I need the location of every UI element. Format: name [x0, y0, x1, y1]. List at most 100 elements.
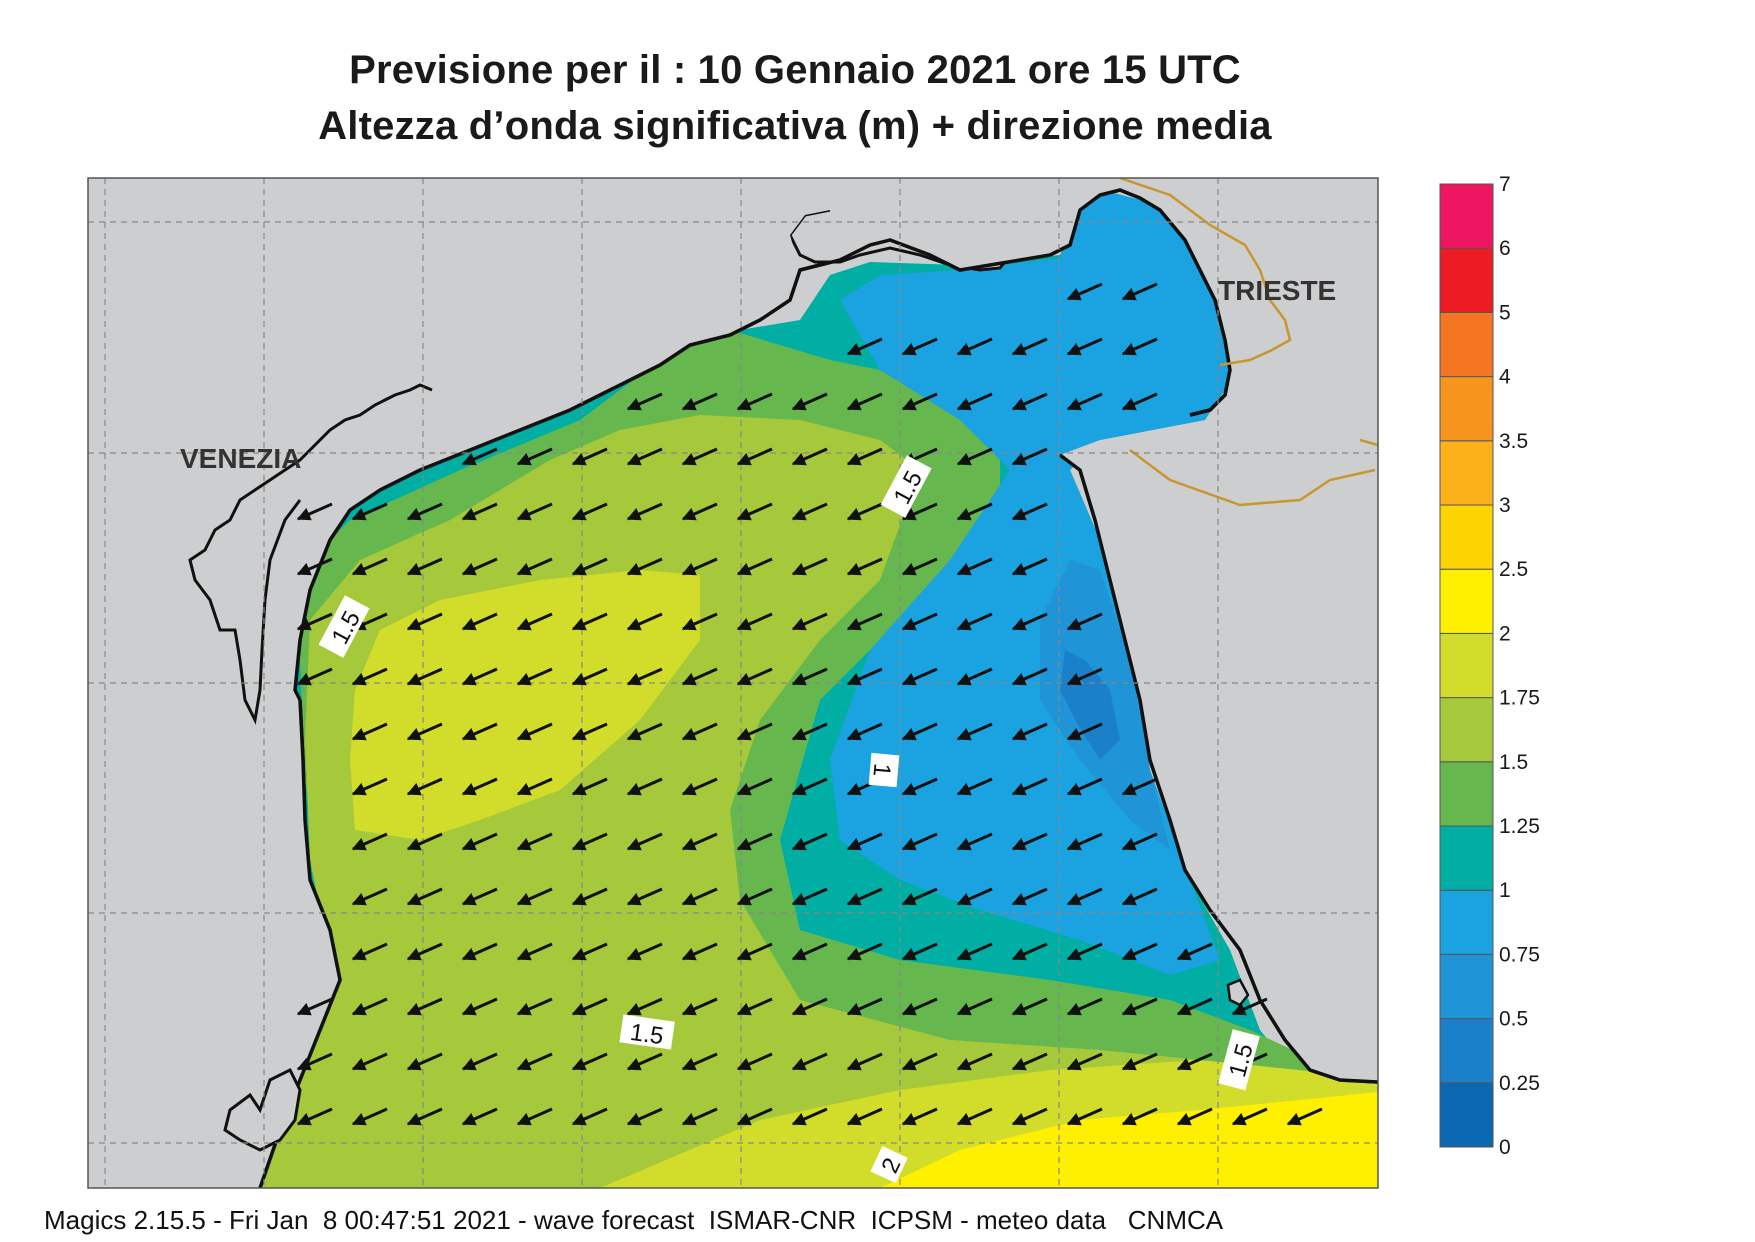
wave-direction-arrow [1121, 392, 1158, 411]
wave-direction-arrow [461, 832, 498, 851]
wave-direction-arrow [1011, 722, 1048, 741]
wave-direction-arrow [1066, 1052, 1103, 1071]
wave-direction-arrow [736, 502, 773, 521]
wave-direction-arrow [681, 557, 718, 576]
legend-label: 3.5 [1499, 430, 1528, 453]
wave-direction-arrow [956, 337, 993, 356]
wave-direction-arrow [956, 997, 993, 1016]
wave-direction-arrow [901, 557, 938, 576]
wave-direction-arrow [571, 722, 608, 741]
wave-direction-arrow [626, 667, 663, 686]
legend-swatch [1439, 504, 1494, 570]
wave-direction-arrow [626, 612, 663, 631]
legend-swatch [1439, 889, 1494, 955]
wave-direction-arrow [571, 997, 608, 1016]
wave-direction-arrow [736, 942, 773, 961]
wave-direction-arrow [571, 612, 608, 631]
wave-direction-arrow [846, 997, 883, 1016]
wave-direction-arrow [736, 1052, 773, 1071]
legend-swatch [1439, 632, 1494, 699]
wave-direction-arrow [461, 942, 498, 961]
wave-direction-arrow [791, 887, 828, 906]
wave-direction-arrow [351, 1107, 388, 1126]
wave-direction-arrow [406, 557, 443, 576]
wave-direction-arrow [956, 392, 993, 411]
wave-direction-arrow [1011, 777, 1048, 796]
wave-direction-arrow [901, 722, 938, 741]
wave-direction-arrow [571, 1107, 608, 1126]
wave-direction-arrow [351, 942, 388, 961]
wave-direction-arrow [1066, 722, 1103, 741]
wave-direction-arrow [571, 942, 608, 961]
wave-direction-arrow [406, 997, 443, 1016]
wave-direction-arrow [1121, 887, 1158, 906]
wave-direction-arrow [901, 337, 938, 356]
wave-direction-arrow [461, 997, 498, 1016]
wave-direction-arrow [406, 612, 443, 631]
wave-direction-arrow [791, 557, 828, 576]
wave-direction-arrow [901, 832, 938, 851]
wave-direction-arrow [1066, 887, 1103, 906]
wave-direction-arrow [1011, 887, 1048, 906]
wave-direction-arrow [681, 887, 718, 906]
label-venezia: VENEZIA [180, 443, 301, 474]
wave-direction-arrow [351, 502, 388, 521]
wave-direction-arrow [351, 997, 388, 1016]
wave-direction-arrow [736, 777, 773, 796]
wave-direction-arrow [1011, 447, 1048, 466]
wave-direction-arrow [516, 1052, 553, 1071]
wave-direction-arrow [1066, 832, 1103, 851]
wave-direction-arrow [1176, 1107, 1213, 1126]
wave-direction-arrow [626, 722, 663, 741]
land-east [1060, 370, 1378, 1082]
legend-swatch [1439, 311, 1494, 378]
wave-direction-arrow [846, 667, 883, 686]
wave-direction-arrow [681, 997, 718, 1016]
wave-direction-arrow [351, 832, 388, 851]
wave-direction-arrow [626, 447, 663, 466]
wave-direction-arrow [956, 777, 993, 796]
wave-direction-arrow [461, 1052, 498, 1071]
wave-direction-arrow [1121, 1052, 1158, 1071]
wave-direction-arrow [626, 832, 663, 851]
wave-direction-arrow [406, 942, 443, 961]
wave-direction-arrow [1011, 502, 1048, 521]
wave-direction-arrow [1121, 282, 1158, 301]
wave-direction-arrow [516, 942, 553, 961]
wave-direction-arrow [736, 1107, 773, 1126]
wave-direction-arrow [461, 722, 498, 741]
wave-direction-arrow [956, 722, 993, 741]
wave-direction-arrow [901, 612, 938, 631]
legend-label: 4 [1499, 366, 1511, 389]
wave-direction-arrow [956, 832, 993, 851]
wave-direction-arrow [626, 1052, 663, 1071]
wave-direction-arrow [1121, 337, 1158, 356]
legend-swatch [1439, 568, 1494, 634]
legend-swatch [1439, 953, 1494, 1020]
wave-direction-arrow [351, 1052, 388, 1071]
wave-direction-arrow [406, 832, 443, 851]
wave-direction-arrow [461, 1107, 498, 1126]
wave-direction-arrow [1066, 777, 1103, 796]
wave-direction-arrow [1066, 1107, 1103, 1126]
wave-direction-arrow [626, 777, 663, 796]
wave-direction-arrow [351, 777, 388, 796]
wave-direction-arrow [1231, 1107, 1268, 1126]
wave-direction-arrow [406, 667, 443, 686]
wave-direction-arrow [461, 777, 498, 796]
wave-direction-arrow [1011, 997, 1048, 1016]
wave-direction-arrow [791, 667, 828, 686]
wave-direction-arrow [406, 502, 443, 521]
legend-label: 1.25 [1499, 815, 1540, 838]
lagoon-south [223, 1067, 302, 1152]
wave-direction-arrow [406, 887, 443, 906]
wave-direction-arrow [846, 832, 883, 851]
land-north [830, 178, 1378, 370]
wave-direction-arrow [1011, 942, 1048, 961]
contour-label-3: 1 [867, 752, 900, 788]
wave-direction-arrow [736, 832, 773, 851]
legend-label: 3 [1499, 494, 1511, 517]
wave-direction-arrow [461, 887, 498, 906]
wave-direction-arrow [736, 612, 773, 631]
wave-direction-arrow [626, 1107, 663, 1126]
